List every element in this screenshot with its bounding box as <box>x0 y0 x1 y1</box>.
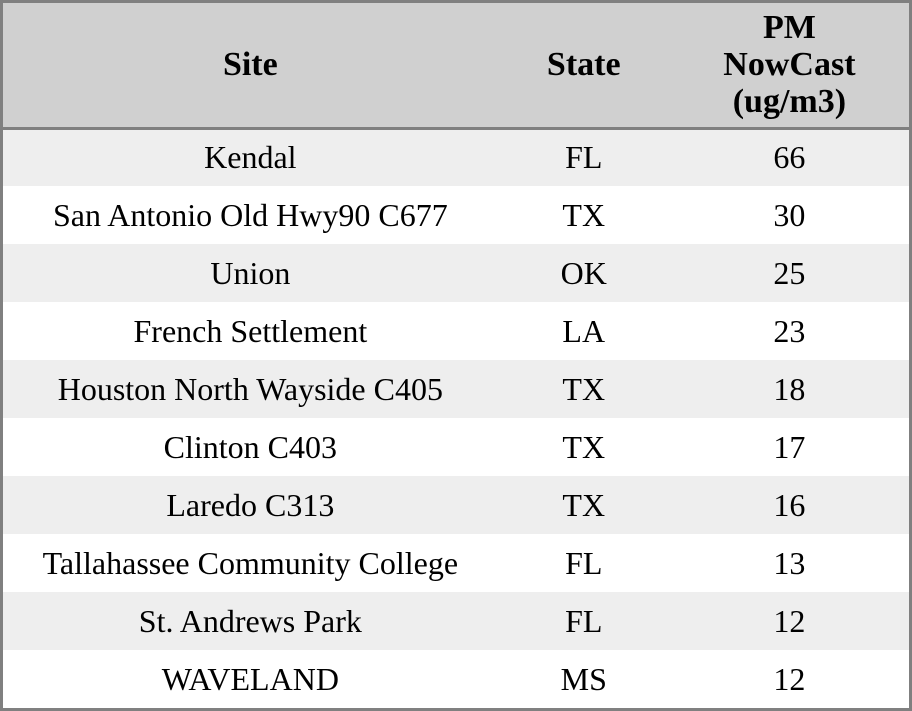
data-table: Site State PM NowCast (ug/m3) Kendal FL … <box>3 3 909 708</box>
table-row: Houston North Wayside C405 TX 18 <box>3 360 909 418</box>
state-cell: TX <box>562 196 606 233</box>
value-cell: 66 <box>773 139 806 176</box>
state-cell: OK <box>560 254 607 291</box>
value-cell: 23 <box>773 312 806 349</box>
state-cell: LA <box>562 312 606 349</box>
state-cell: TX <box>562 428 606 465</box>
site-cell: WAVELAND <box>161 660 339 697</box>
value-cell: 18 <box>773 370 806 407</box>
column-header-pm-nowcast: PM NowCast (ug/m3) <box>669 3 909 130</box>
value-cell: 16 <box>773 486 806 523</box>
value-cell: 12 <box>773 660 806 697</box>
site-cell: Kendal <box>204 139 297 176</box>
state-cell: TX <box>562 486 606 523</box>
table-row: St. Andrews Park FL 12 <box>3 592 909 650</box>
site-cell: Laredo C313 <box>166 486 335 523</box>
value-cell: 17 <box>773 428 806 465</box>
state-cell: FL <box>565 544 603 581</box>
table-row: French Settlement LA 23 <box>3 302 909 360</box>
site-cell: French Settlement <box>133 312 368 349</box>
site-cell: San Antonio Old Hwy90 C677 <box>53 196 448 233</box>
table-row: Clinton C403 TX 17 <box>3 418 909 476</box>
site-cell: Houston North Wayside C405 <box>57 370 443 407</box>
site-cell: Clinton C403 <box>163 428 338 465</box>
state-cell: MS <box>560 660 607 697</box>
table-row: Union OK 25 <box>3 244 909 302</box>
header-row: Site State PM NowCast (ug/m3) <box>3 3 909 130</box>
site-cell: Union <box>210 254 291 291</box>
value-cell: 25 <box>773 254 806 291</box>
table-row: Laredo C313 TX 16 <box>3 476 909 534</box>
column-header-state: State <box>497 3 670 130</box>
state-cell: FL <box>565 139 603 176</box>
site-cell: Tallahassee Community College <box>42 544 459 581</box>
site-cell: St. Andrews Park <box>138 602 362 639</box>
value-cell: 12 <box>773 602 806 639</box>
table-row: Tallahassee Community College FL 13 <box>3 534 909 592</box>
value-cell: 30 <box>773 196 806 233</box>
state-cell: TX <box>562 370 606 407</box>
table-body: Kendal FL 66 San Antonio Old Hwy90 C677 … <box>3 128 909 708</box>
table-row: San Antonio Old Hwy90 C677 TX 30 <box>3 186 909 244</box>
column-header-site: Site <box>3 3 498 130</box>
table-row: Kendal FL 66 <box>3 128 909 186</box>
value-cell: 13 <box>773 544 806 581</box>
table-header: Site State PM NowCast (ug/m3) <box>3 3 909 130</box>
state-cell: FL <box>565 602 603 639</box>
table-row: WAVELAND MS 12 <box>3 650 909 708</box>
